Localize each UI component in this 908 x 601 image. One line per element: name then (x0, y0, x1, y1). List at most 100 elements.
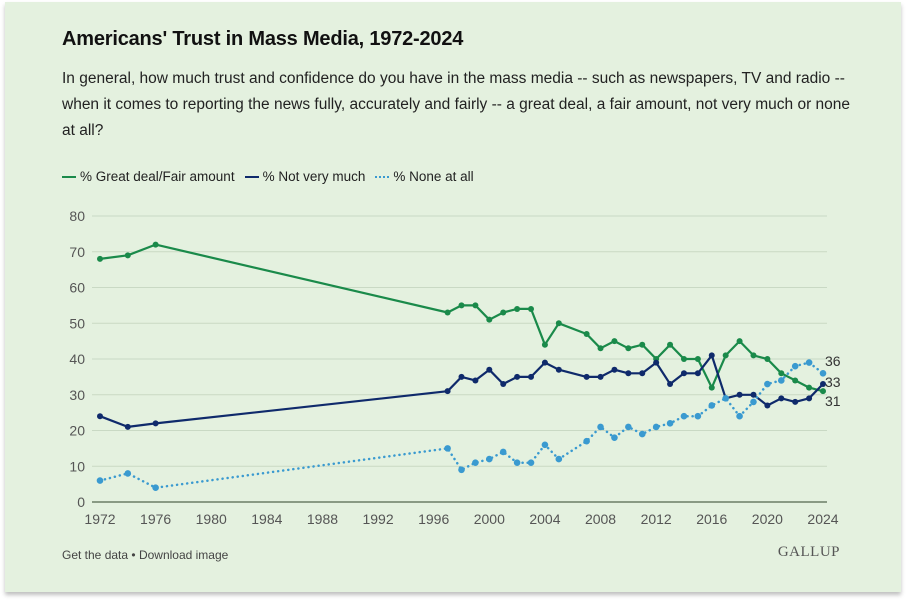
data-point[interactable] (736, 412, 743, 420)
data-point[interactable] (625, 423, 632, 431)
data-point[interactable] (528, 373, 535, 380)
data-point[interactable] (680, 412, 688, 420)
data-point[interactable] (458, 373, 465, 380)
data-point[interactable] (499, 448, 507, 456)
data-point[interactable] (750, 352, 757, 359)
data-point[interactable] (666, 420, 674, 427)
data-point[interactable] (778, 395, 785, 402)
data-point[interactable] (458, 466, 465, 474)
data-point[interactable] (486, 366, 493, 373)
data-point[interactable] (805, 359, 813, 366)
data-point[interactable] (611, 366, 618, 373)
data-point[interactable] (777, 377, 785, 384)
data-point[interactable] (639, 370, 646, 377)
data-point[interactable] (555, 366, 562, 373)
data-point[interactable] (638, 430, 646, 438)
data-point[interactable] (527, 459, 535, 466)
data-point[interactable] (736, 338, 743, 345)
data-point[interactable] (500, 381, 507, 388)
data-point[interactable] (708, 352, 715, 359)
data-point[interactable] (652, 423, 660, 431)
data-point[interactable] (625, 345, 632, 352)
get-data-link[interactable]: Get the data (62, 548, 129, 562)
download-image-link[interactable]: Download image (138, 548, 229, 562)
data-point[interactable] (764, 356, 771, 362)
end-value-label: 31 (825, 393, 841, 409)
data-point[interactable] (764, 402, 771, 409)
gridlines (92, 215, 827, 467)
data-point[interactable] (819, 370, 827, 377)
y-tick-label: 30 (69, 387, 85, 403)
legend-item-not-very-much[interactable]: % Not very much (244, 169, 365, 184)
data-point[interactable] (555, 455, 563, 463)
data-point[interactable] (541, 359, 548, 366)
data-point[interactable] (764, 380, 771, 388)
data-point[interactable] (722, 395, 729, 402)
data-point[interactable] (750, 398, 757, 406)
x-tick-label: 1984 (251, 511, 282, 527)
data-point[interactable] (444, 309, 451, 316)
data-point[interactable] (625, 370, 632, 377)
data-point[interactable] (541, 441, 549, 449)
data-point[interactable] (820, 381, 826, 388)
data-point[interactable] (611, 434, 618, 441)
legend-item-none-at-all[interactable]: % None at all (375, 169, 474, 184)
data-point[interactable] (792, 377, 799, 384)
data-point[interactable] (444, 445, 451, 452)
data-point[interactable] (541, 341, 548, 348)
data-point[interactable] (736, 391, 743, 398)
data-point[interactable] (583, 330, 590, 337)
data-point[interactable] (806, 395, 813, 402)
data-point[interactable] (680, 370, 687, 377)
data-point[interactable] (444, 388, 451, 395)
data-point[interactable] (694, 356, 701, 362)
data-point[interactable] (583, 437, 590, 445)
data-point[interactable] (750, 391, 757, 398)
data-point[interactable] (486, 316, 493, 323)
data-point[interactable] (653, 359, 660, 366)
data-point[interactable] (597, 345, 604, 352)
data-point[interactable] (791, 362, 799, 370)
data-point[interactable] (820, 388, 826, 395)
data-point[interactable] (667, 341, 674, 348)
x-tick-label: 2020 (752, 511, 783, 527)
data-point[interactable] (806, 384, 813, 391)
data-point[interactable] (97, 413, 103, 420)
data-point[interactable] (528, 305, 535, 312)
data-point[interactable] (778, 370, 785, 377)
data-point[interactable] (124, 252, 131, 259)
data-point[interactable] (124, 470, 132, 477)
data-point[interactable] (680, 356, 687, 362)
data-point[interactable] (152, 420, 159, 427)
data-point[interactable] (472, 302, 479, 309)
data-point[interactable] (152, 241, 159, 248)
data-point[interactable] (708, 384, 715, 391)
data-point[interactable] (458, 302, 465, 309)
data-point[interactable] (124, 423, 131, 430)
data-point[interactable] (514, 305, 521, 312)
data-point[interactable] (472, 377, 479, 384)
data-point[interactable] (152, 484, 159, 492)
x-tick-label: 2024 (807, 511, 838, 527)
legend-item-great-deal[interactable]: % Great deal/Fair amount (62, 169, 235, 184)
data-point[interactable] (513, 459, 521, 466)
data-point[interactable] (708, 402, 716, 409)
data-point[interactable] (639, 341, 646, 348)
data-point[interactable] (667, 381, 674, 388)
data-point[interactable] (583, 373, 590, 380)
data-point[interactable] (792, 398, 799, 405)
data-point[interactable] (96, 477, 104, 484)
x-tick-label: 2012 (641, 511, 672, 527)
data-point[interactable] (514, 373, 521, 380)
data-point[interactable] (694, 412, 702, 420)
data-point[interactable] (555, 320, 562, 327)
data-point[interactable] (611, 338, 618, 345)
data-point[interactable] (97, 255, 103, 262)
data-point[interactable] (694, 370, 701, 377)
data-point[interactable] (486, 455, 493, 463)
data-point[interactable] (472, 459, 479, 466)
data-point[interactable] (597, 423, 604, 431)
data-point[interactable] (722, 352, 729, 359)
data-point[interactable] (597, 373, 604, 380)
data-point[interactable] (500, 309, 507, 316)
